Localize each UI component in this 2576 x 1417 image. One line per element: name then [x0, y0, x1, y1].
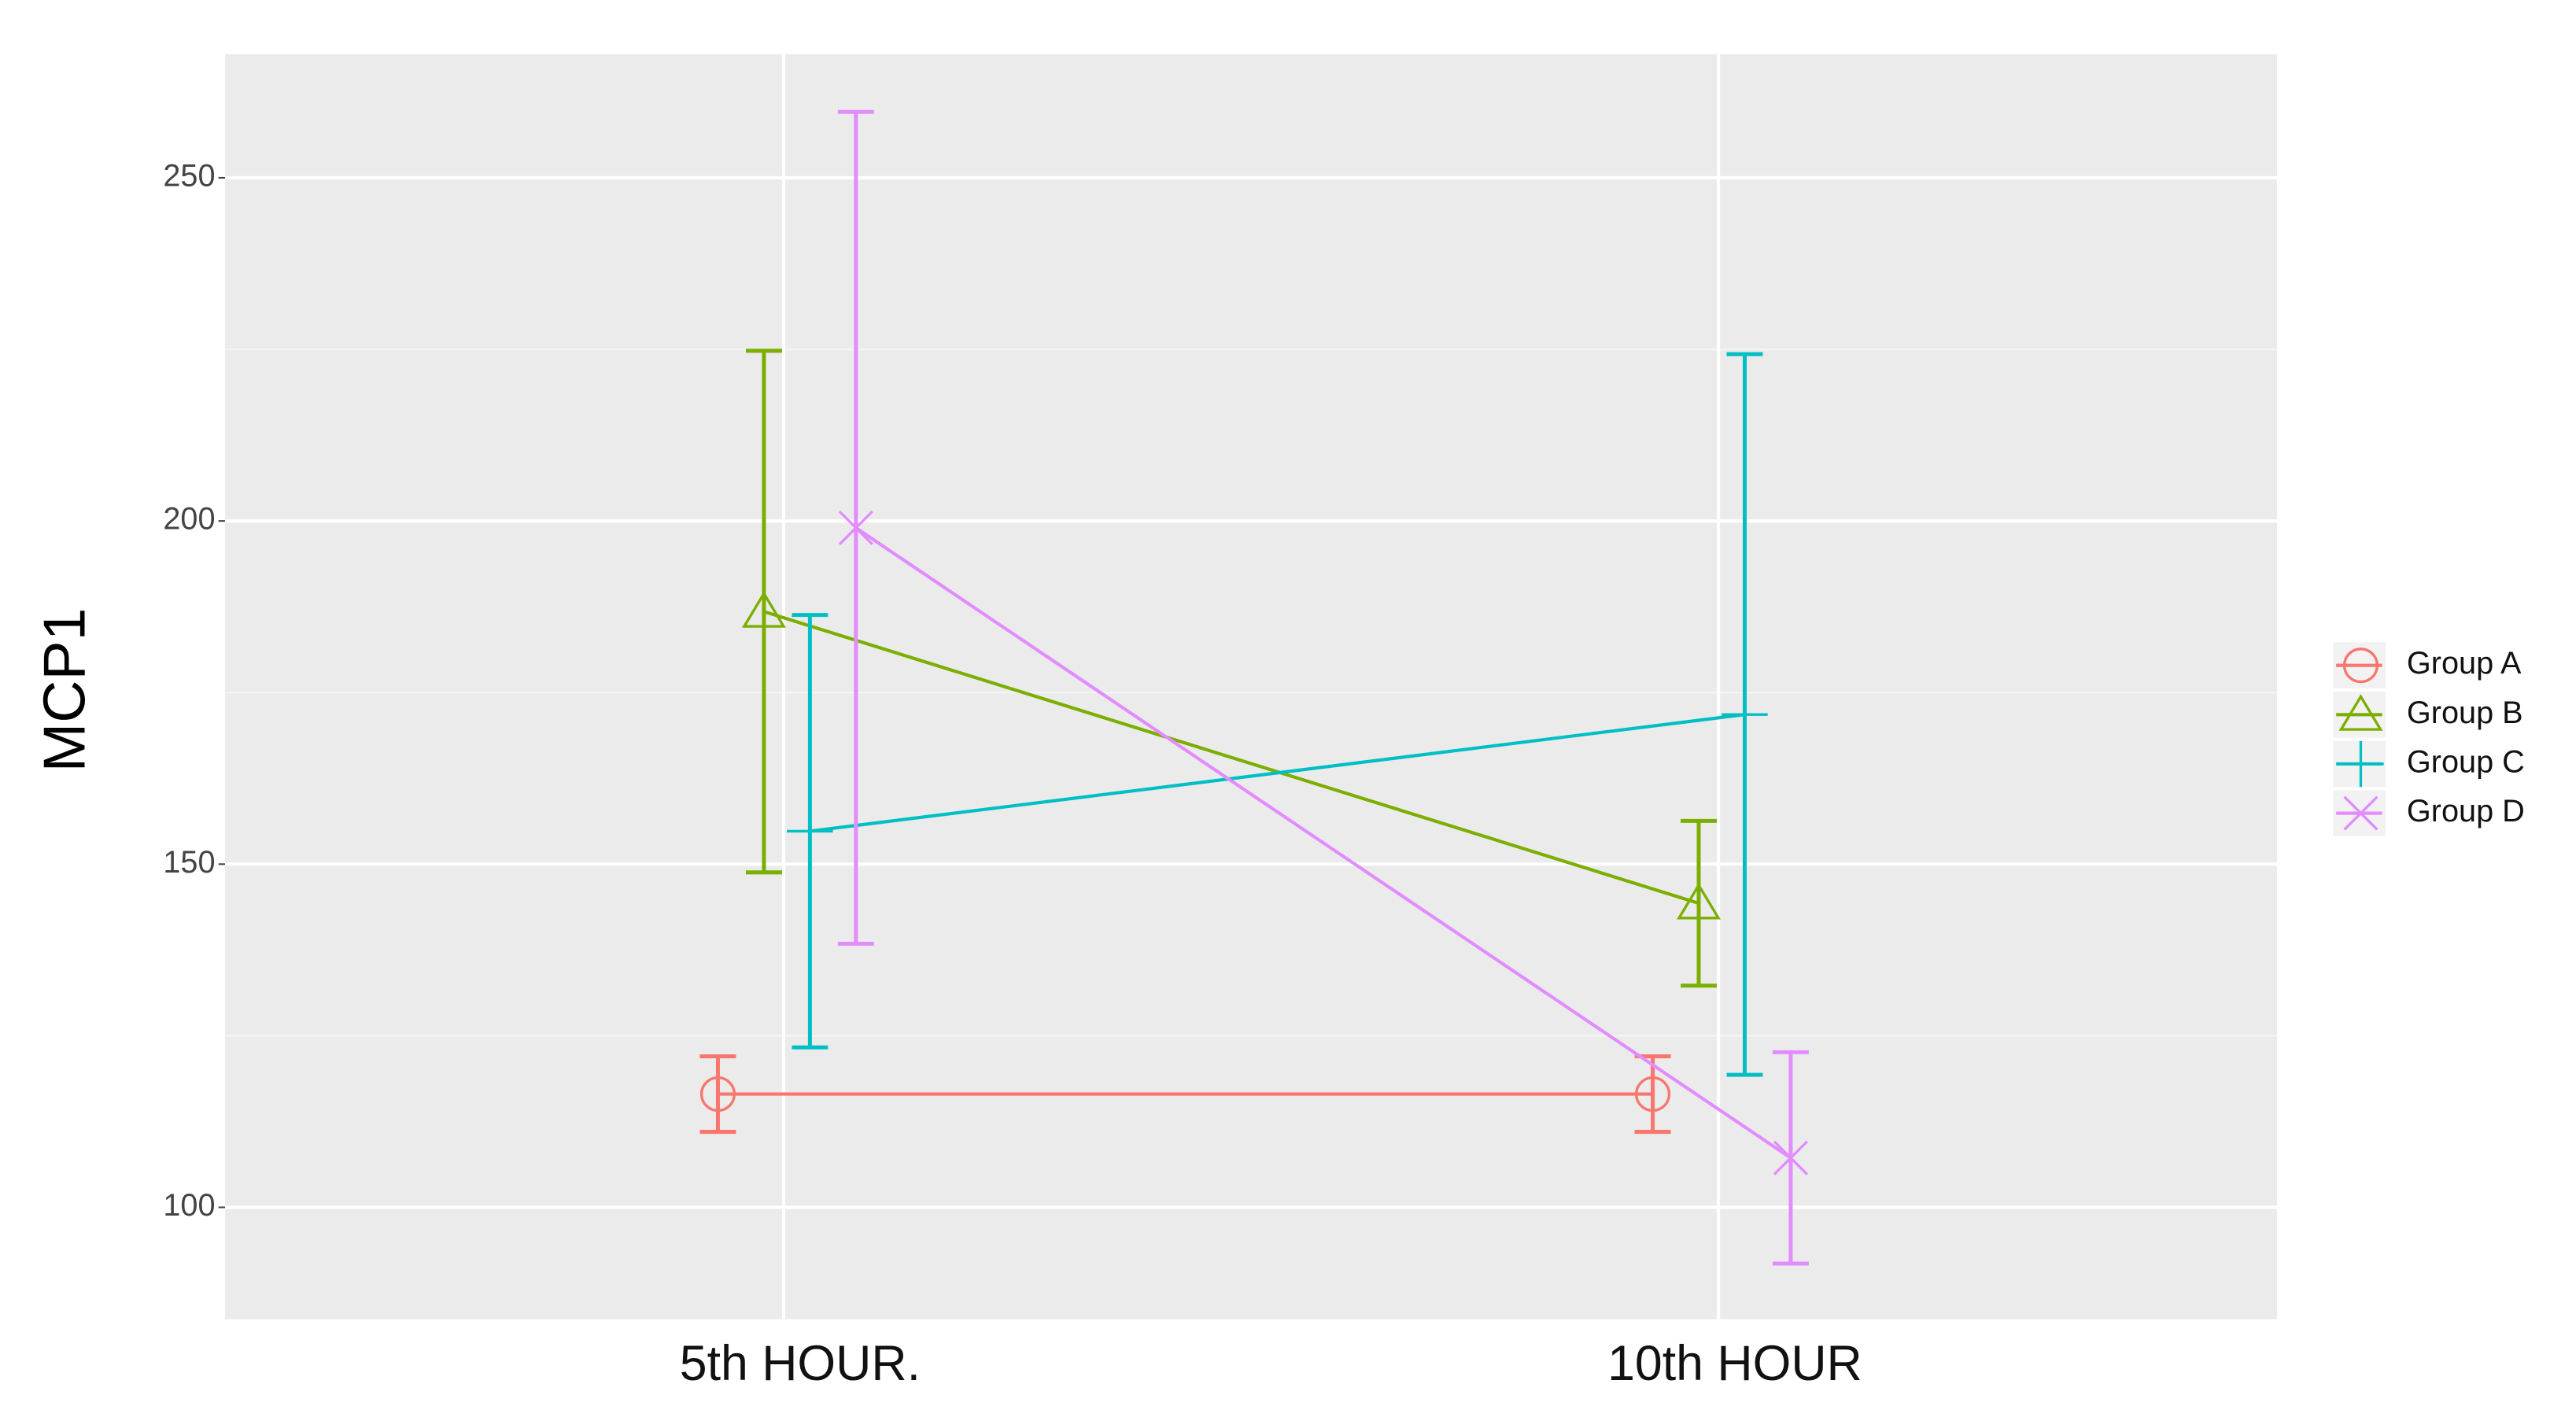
point-marker [1773, 1140, 1808, 1175]
series-line [763, 610, 1699, 906]
legend-key-marker [2338, 740, 2384, 788]
error-bar [1681, 818, 1717, 988]
legend-label: Group C [2407, 744, 2525, 779]
series-line [810, 713, 1745, 833]
panel [225, 54, 2277, 1319]
point-marker [1722, 691, 1768, 738]
legend-label: Group A [2407, 646, 2522, 681]
y-axis-label: MCP1 [31, 608, 98, 773]
y-tick-label: 150 [163, 845, 215, 880]
legend-label: Group B [2407, 696, 2523, 730]
legend-label: Group D [2407, 794, 2525, 828]
legend-key-marker [2338, 694, 2383, 731]
point-marker [1676, 882, 1722, 920]
error-bar [745, 349, 782, 875]
point-marker [699, 1076, 736, 1113]
y-tick-label: 250 [163, 158, 215, 193]
legend-key-marker [2342, 648, 2379, 684]
y-tick-label: 100 [163, 1188, 215, 1223]
point-marker [787, 808, 833, 854]
point-marker [838, 510, 873, 545]
error-bar [699, 1054, 736, 1135]
point-marker [741, 591, 786, 628]
legend-key-marker [2343, 795, 2379, 831]
x-tick-label: 5th HOUR. [680, 1336, 921, 1391]
point-marker [1634, 1076, 1671, 1113]
series-line [854, 526, 1792, 1160]
x-tick-label: 10th HOUR [1607, 1336, 1862, 1391]
y-tick-label: 200 [163, 502, 215, 537]
